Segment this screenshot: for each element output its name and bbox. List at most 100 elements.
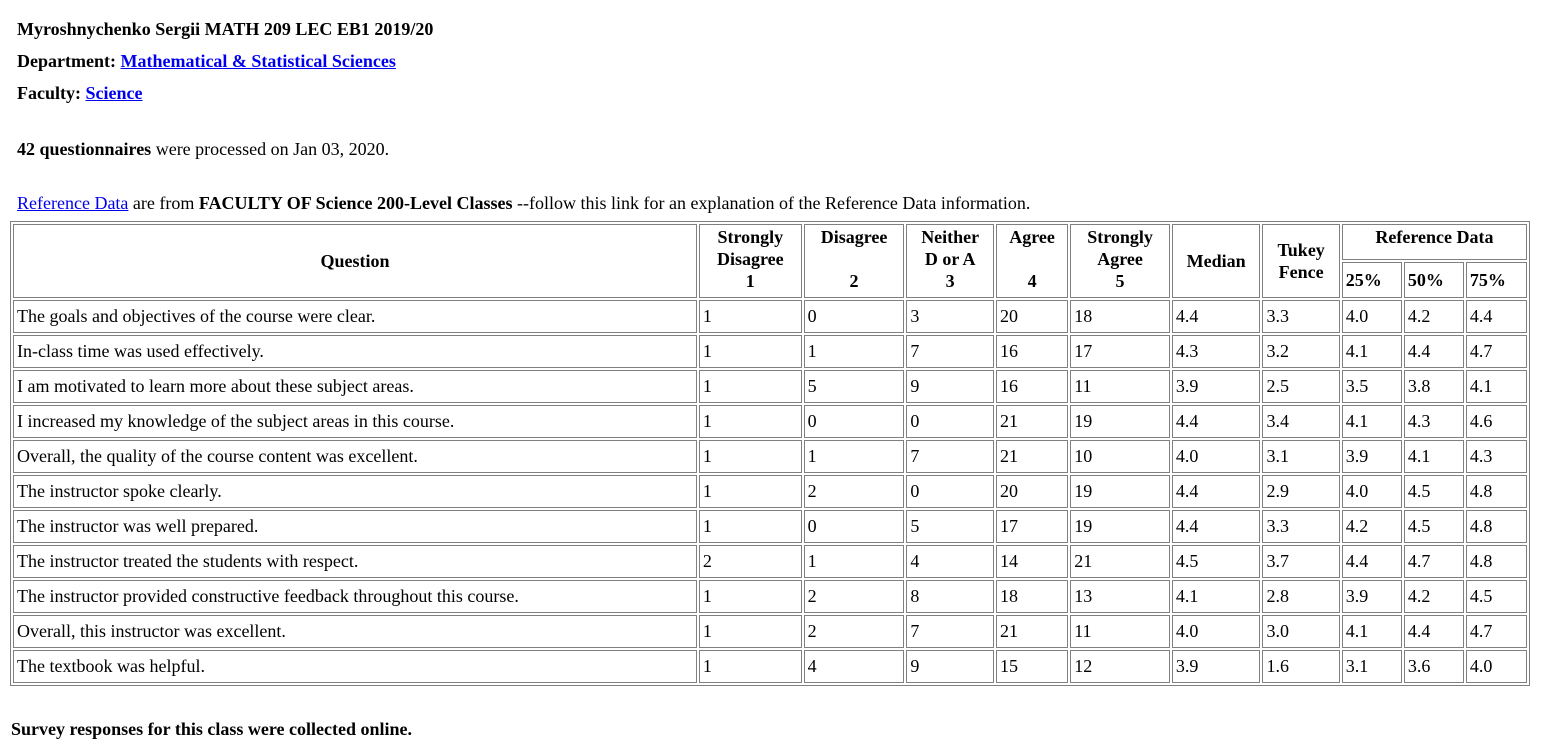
column-header-neither: Neither D or A 3 xyxy=(906,224,994,298)
neither-count: 8 xyxy=(906,580,994,613)
reference-50-value: 4.4 xyxy=(1403,615,1464,648)
agree-count: 20 xyxy=(995,300,1069,333)
median-value: 3.9 xyxy=(1171,650,1261,683)
reference-subheader-row: 25% 50% 75% xyxy=(13,262,1527,298)
median-value: 4.1 xyxy=(1171,580,1261,613)
question-cell: The instructor was well prepared. xyxy=(13,510,697,543)
table-row: I increased my knowledge of the subject … xyxy=(13,405,1527,438)
reference-75-value: 4.1 xyxy=(1465,370,1527,403)
neither-count: 7 xyxy=(906,335,994,368)
report-header: Myroshnychenko Sergii MATH 209 LEC EB1 2… xyxy=(17,18,433,114)
disagree-count: 0 xyxy=(803,510,905,543)
median-value: 4.3 xyxy=(1171,335,1261,368)
question-cell: In-class time was used effectively. xyxy=(13,335,697,368)
reference-75-value: 4.7 xyxy=(1465,335,1527,368)
faculty-link[interactable]: Science xyxy=(85,83,143,103)
tukey-fence-value: 1.6 xyxy=(1262,650,1340,683)
reference-75-value: 4.0 xyxy=(1465,650,1527,683)
strongly-disagree-line-2: Disagree xyxy=(716,249,784,269)
reference-25-value: 4.1 xyxy=(1341,335,1402,368)
disagree-count: 1 xyxy=(803,545,905,578)
tukey-line-1: Tukey xyxy=(1277,240,1325,260)
question-cell: Overall, this instructor was excellent. xyxy=(13,615,697,648)
neither-count: 5 xyxy=(906,510,994,543)
neither-count: 3 xyxy=(906,300,994,333)
strongly-disagree-count: 1 xyxy=(698,650,802,683)
results-table: Question Strongly Disagree 1 Disagree 2 … xyxy=(10,221,1530,686)
results-table-body: The goals and objectives of the course w… xyxy=(13,300,1527,683)
table-row: The textbook was helpful. 1 4 9 15 12 3.9 1.6 3.… xyxy=(13,650,1527,683)
reference-75-value: 4.4 xyxy=(1465,300,1527,333)
table-row: Overall, the quality of the course conte… xyxy=(13,440,1527,473)
header-row: Question Strongly Disagree 1 Disagree 2 … xyxy=(13,224,1527,298)
reference-75-value: 4.8 xyxy=(1465,475,1527,508)
question-cell: Overall, the quality of the course conte… xyxy=(13,440,697,473)
strongly-disagree-line-1: Strongly xyxy=(717,227,784,247)
reference-50-value: 4.4 xyxy=(1403,335,1464,368)
column-header-50-percentile: 50% xyxy=(1403,262,1464,298)
faculty-label: Faculty: xyxy=(17,83,81,103)
median-value: 4.4 xyxy=(1171,510,1261,543)
tukey-fence-value: 2.9 xyxy=(1262,475,1340,508)
tukey-line-2: Fence xyxy=(1278,262,1324,282)
reference-25-value: 3.1 xyxy=(1341,650,1402,683)
reference-50-value: 3.8 xyxy=(1403,370,1464,403)
disagree-count: 2 xyxy=(803,580,905,613)
tukey-fence-value: 3.4 xyxy=(1262,405,1340,438)
strongly-agree-line-1: Strongly xyxy=(1087,227,1153,247)
reference-25-value: 4.4 xyxy=(1341,545,1402,578)
column-header-25-percentile: 25% xyxy=(1341,262,1402,298)
department-link[interactable]: Mathematical & Statistical Sciences xyxy=(120,51,396,71)
neither-line-2: D or A xyxy=(924,249,976,269)
neither-count: 7 xyxy=(906,615,994,648)
agree-count: 21 xyxy=(995,615,1069,648)
neither-count: 0 xyxy=(906,475,994,508)
department-line: Department: Mathematical & Statistical S… xyxy=(17,50,433,82)
strongly-disagree-count: 1 xyxy=(698,370,802,403)
strongly-disagree-count: 1 xyxy=(698,335,802,368)
neither-line-1: Neither xyxy=(921,227,980,247)
disagree-line-1: Disagree xyxy=(820,227,888,247)
median-value: 4.5 xyxy=(1171,545,1261,578)
question-cell: I increased my knowledge of the subject … xyxy=(13,405,697,438)
agree-count: 21 xyxy=(995,440,1069,473)
agree-count: 14 xyxy=(995,545,1069,578)
median-value: 4.0 xyxy=(1171,440,1261,473)
reference-tail-text: --follow this link for an explanation of… xyxy=(512,193,1031,213)
reference-50-value: 4.5 xyxy=(1403,475,1464,508)
reference-data-link[interactable]: Reference Data xyxy=(17,193,129,213)
reference-25-value: 4.0 xyxy=(1341,475,1402,508)
reference-50-value: 4.2 xyxy=(1403,300,1464,333)
column-header-question: Question xyxy=(13,224,697,298)
tukey-fence-value: 3.1 xyxy=(1262,440,1340,473)
strongly-disagree-score: 1 xyxy=(745,271,755,291)
strongly-disagree-count: 1 xyxy=(698,615,802,648)
neither-count: 7 xyxy=(906,440,994,473)
table-row: The goals and objectives of the course w… xyxy=(13,300,1527,333)
table-row: I am motivated to learn more about these… xyxy=(13,370,1527,403)
reference-data-note: Reference Data are from FACULTY OF Scien… xyxy=(17,192,1030,214)
reference-75-value: 4.3 xyxy=(1465,440,1527,473)
strongly-agree-count: 11 xyxy=(1070,615,1170,648)
median-value: 3.9 xyxy=(1171,370,1261,403)
table-row: The instructor was well prepared. 1 0 5 17 19… xyxy=(13,510,1527,543)
neither-score: 3 xyxy=(945,271,955,291)
question-cell: The instructor spoke clearly. xyxy=(13,475,697,508)
reference-50-value: 4.5 xyxy=(1403,510,1464,543)
tukey-fence-value: 3.0 xyxy=(1262,615,1340,648)
column-header-agree: Agree 4 xyxy=(995,224,1069,298)
neither-count: 9 xyxy=(906,370,994,403)
reference-50-value: 4.7 xyxy=(1403,545,1464,578)
tukey-fence-value: 3.2 xyxy=(1262,335,1340,368)
median-value: 4.4 xyxy=(1171,475,1261,508)
disagree-count: 5 xyxy=(803,370,905,403)
table-row: In-class time was used effectively. 1 1 7 16… xyxy=(13,335,1527,368)
strongly-agree-score: 5 xyxy=(1115,271,1125,291)
column-header-reference-data: Reference Data xyxy=(1341,224,1527,260)
collection-note: Survey responses for this class were col… xyxy=(11,719,412,739)
disagree-score: 2 xyxy=(849,271,859,291)
reference-25-value: 3.9 xyxy=(1341,580,1402,613)
disagree-count: 4 xyxy=(803,650,905,683)
processed-summary: 42 questionnaires were processed on Jan … xyxy=(17,138,389,160)
disagree-count: 0 xyxy=(803,300,905,333)
